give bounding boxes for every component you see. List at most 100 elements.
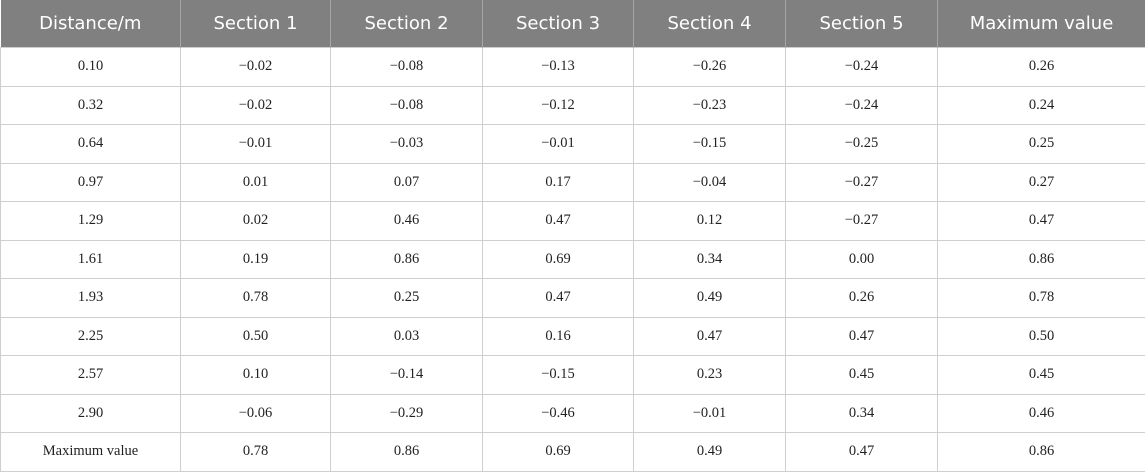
table-cell: 0.26 bbox=[937, 47, 1145, 87]
table-row: 1.61 0.19 0.86 0.69 0.34 0.00 0.86 bbox=[0, 239, 1145, 279]
table-cell: −0.08 bbox=[330, 47, 483, 87]
table-cell: −0.15 bbox=[633, 124, 786, 164]
table-cell: 1.61 bbox=[0, 239, 181, 279]
table-cell: 0.47 bbox=[482, 201, 634, 241]
table-cell: 0.46 bbox=[937, 393, 1145, 433]
table-cell: 0.64 bbox=[0, 124, 181, 164]
table-cell: 0.46 bbox=[330, 201, 483, 241]
table-row: Maximum value 0.78 0.86 0.69 0.49 0.47 0.86 bbox=[0, 432, 1145, 472]
table-cell: −0.06 bbox=[180, 393, 331, 433]
table-cell: 0.10 bbox=[0, 47, 181, 87]
table-cell: 0.69 bbox=[482, 239, 634, 279]
table-cell: 0.97 bbox=[0, 162, 181, 202]
header-cell: Distance/m bbox=[0, 0, 181, 48]
table-cell: 0.00 bbox=[785, 239, 938, 279]
table-row: 2.57 0.10 −0.14 −0.15 0.23 0.45 0.45 bbox=[0, 355, 1145, 395]
table-cell: −0.24 bbox=[785, 85, 938, 125]
table-cell: 0.78 bbox=[937, 278, 1145, 318]
table-cell: −0.23 bbox=[633, 85, 786, 125]
table-cell: −0.24 bbox=[785, 47, 938, 87]
table-cell: −0.14 bbox=[330, 355, 483, 395]
table-cell: 0.34 bbox=[785, 393, 938, 433]
table-cell: 0.50 bbox=[180, 316, 331, 356]
table-cell: 0.34 bbox=[633, 239, 786, 279]
table-cell: −0.27 bbox=[785, 162, 938, 202]
table-cell: −0.01 bbox=[180, 124, 331, 164]
header-cell: Section 3 bbox=[482, 0, 634, 48]
table-cell: −0.12 bbox=[482, 85, 634, 125]
header-cell: Maximum value bbox=[937, 0, 1145, 48]
table-cell: 0.78 bbox=[180, 278, 331, 318]
table-cell: 0.86 bbox=[937, 239, 1145, 279]
table-cell: −0.26 bbox=[633, 47, 786, 87]
table-cell: −0.01 bbox=[633, 393, 786, 433]
table-cell: 0.50 bbox=[937, 316, 1145, 356]
table-row: 1.29 0.02 0.46 0.47 0.12 −0.27 0.47 bbox=[0, 201, 1145, 241]
table-cell: 1.29 bbox=[0, 201, 181, 241]
table-cell: 0.26 bbox=[785, 278, 938, 318]
table-cell: 0.86 bbox=[330, 239, 483, 279]
table-cell: −0.15 bbox=[482, 355, 634, 395]
table-cell: 0.47 bbox=[937, 201, 1145, 241]
table-cell: 0.78 bbox=[180, 432, 331, 472]
table-row: 0.97 0.01 0.07 0.17 −0.04 −0.27 0.27 bbox=[0, 162, 1145, 202]
table-cell: −0.02 bbox=[180, 47, 331, 87]
table-cell: 2.25 bbox=[0, 316, 181, 356]
header-row: Distance/m Section 1 Section 2 Section 3 Sec… bbox=[0, 0, 1145, 48]
table-header: Distance/m Section 1 Section 2 Section 3 Sec… bbox=[0, 0, 1145, 48]
table-cell: −0.01 bbox=[482, 124, 634, 164]
table-row: 1.93 0.78 0.25 0.47 0.49 0.26 0.78 bbox=[0, 278, 1145, 318]
table-cell: 0.69 bbox=[482, 432, 634, 472]
header-cell: Section 2 bbox=[330, 0, 483, 48]
table-cell: 0.12 bbox=[633, 201, 786, 241]
table-cell: 0.25 bbox=[937, 124, 1145, 164]
table-cell: 0.86 bbox=[937, 432, 1145, 472]
table-row: 0.32 −0.02 −0.08 −0.12 −0.23 −0.24 0.24 bbox=[0, 85, 1145, 125]
table-cell: −0.03 bbox=[330, 124, 483, 164]
table-cell: 0.47 bbox=[633, 316, 786, 356]
table-cell: 0.02 bbox=[180, 201, 331, 241]
table-cell: 0.23 bbox=[633, 355, 786, 395]
table-cell: 0.17 bbox=[482, 162, 634, 202]
table-cell: 2.90 bbox=[0, 393, 181, 433]
table-cell: 0.47 bbox=[785, 432, 938, 472]
table-cell: 0.03 bbox=[330, 316, 483, 356]
table-cell: 0.47 bbox=[785, 316, 938, 356]
table-cell: −0.46 bbox=[482, 393, 634, 433]
table-cell: 0.86 bbox=[330, 432, 483, 472]
table-row: 2.25 0.50 0.03 0.16 0.47 0.47 0.50 bbox=[0, 316, 1145, 356]
table-cell: 0.45 bbox=[785, 355, 938, 395]
table-cell: 0.16 bbox=[482, 316, 634, 356]
table-cell: 0.07 bbox=[330, 162, 483, 202]
table-cell: −0.08 bbox=[330, 85, 483, 125]
header-cell: Section 5 bbox=[785, 0, 938, 48]
table-cell: 0.47 bbox=[482, 278, 634, 318]
table-cell: −0.25 bbox=[785, 124, 938, 164]
header-cell: Section 4 bbox=[633, 0, 786, 48]
table-cell: −0.02 bbox=[180, 85, 331, 125]
table-row: 0.64 −0.01 −0.03 −0.01 −0.15 −0.25 0.25 bbox=[0, 124, 1145, 164]
table-cell: −0.27 bbox=[785, 201, 938, 241]
table-cell: 0.10 bbox=[180, 355, 331, 395]
table-row: 0.10 −0.02 −0.08 −0.13 −0.26 −0.24 0.26 bbox=[0, 47, 1145, 87]
table-cell: 2.57 bbox=[0, 355, 181, 395]
table-cell: 0.01 bbox=[180, 162, 331, 202]
table-cell: −0.04 bbox=[633, 162, 786, 202]
header-cell: Section 1 bbox=[180, 0, 331, 48]
table-cell: −0.29 bbox=[330, 393, 483, 433]
table-cell: 0.45 bbox=[937, 355, 1145, 395]
table-body: 0.10 −0.02 −0.08 −0.13 −0.26 −0.24 0.26 0.32 −0.… bbox=[0, 47, 1145, 472]
table-cell: 0.49 bbox=[633, 432, 786, 472]
table-cell: 0.32 bbox=[0, 85, 181, 125]
table-cell: 1.93 bbox=[0, 278, 181, 318]
table-cell: −0.13 bbox=[482, 47, 634, 87]
table-cell: 0.27 bbox=[937, 162, 1145, 202]
table-cell: Maximum value bbox=[0, 432, 181, 472]
table-row: 2.90 −0.06 −0.29 −0.46 −0.01 0.34 0.46 bbox=[0, 393, 1145, 433]
table-cell: 0.49 bbox=[633, 278, 786, 318]
table-cell: 0.19 bbox=[180, 239, 331, 279]
table-cell: 0.24 bbox=[937, 85, 1145, 125]
table-cell: 0.25 bbox=[330, 278, 483, 318]
